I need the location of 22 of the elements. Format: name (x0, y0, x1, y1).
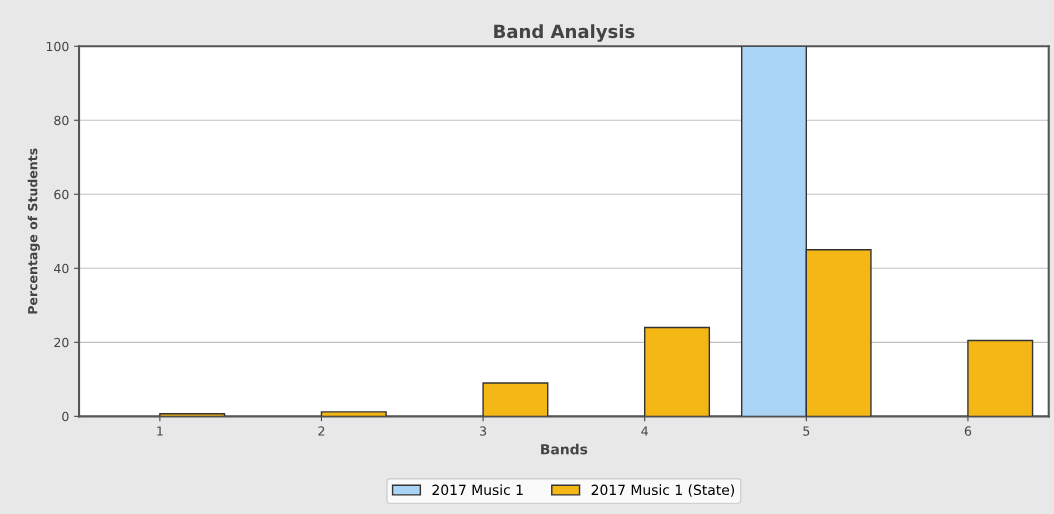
x-tick-label: 4 (641, 426, 648, 436)
y-tick-label: 80 (54, 115, 69, 126)
y-tick-label: 40 (54, 263, 69, 274)
chart-title: Band Analysis (494, 24, 635, 42)
bar (644, 326, 711, 417)
legend-label: 2017 Music 1 (432, 484, 523, 496)
y-tick-label: 20 (54, 337, 69, 348)
x-tick-label: 6 (964, 426, 972, 436)
y-tick-label: 0 (62, 411, 69, 422)
x-axis-title: Bands (541, 443, 588, 455)
x-tick-label: 1 (157, 426, 163, 436)
legend-label: 2017 Music 1 (State) (591, 484, 735, 497)
y-axis-title: Percentage of Students (27, 148, 40, 314)
y-tick-label: 100 (46, 41, 69, 52)
bar (159, 413, 226, 417)
bar (482, 382, 549, 417)
x-tick-label: 5 (803, 426, 810, 436)
y-tick-label: 60 (54, 189, 69, 200)
x-tick-label: 3 (480, 426, 487, 436)
bar (320, 411, 387, 417)
x-tick-label: 2 (318, 426, 325, 436)
bar (967, 339, 1034, 417)
